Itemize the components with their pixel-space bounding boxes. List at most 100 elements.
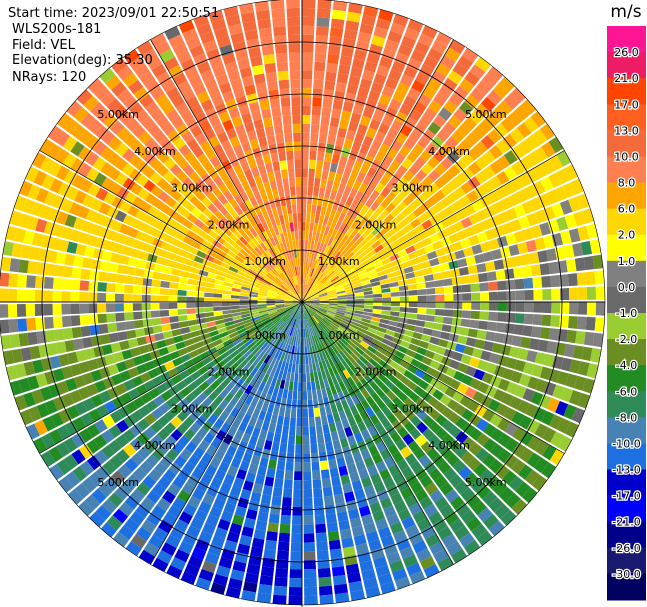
velocity-gate: [384, 351, 395, 360]
velocity-gate: [441, 374, 453, 386]
velocity-gate: [305, 319, 309, 329]
velocity-gate: [330, 385, 338, 395]
velocity-gate: [363, 290, 373, 295]
velocity-gate: [306, 248, 310, 258]
velocity-gate: [436, 128, 450, 142]
velocity-gate: [413, 385, 425, 397]
velocity-gate: [476, 208, 489, 221]
velocity-gate: [347, 435, 357, 446]
velocity-gate: [381, 338, 392, 346]
velocity-gate: [367, 327, 377, 335]
velocity-gate: [328, 303, 338, 306]
velocity-gate: [518, 139, 533, 155]
velocity-gate: [322, 424, 330, 434]
velocity-gate: [473, 463, 488, 478]
velocity-gate: [318, 307, 328, 312]
velocity-gate: [525, 403, 539, 418]
velocity-gate: [506, 302, 516, 312]
velocity-gate: [578, 302, 588, 315]
velocity-gate: [411, 79, 426, 93]
velocity-gate: [424, 274, 434, 282]
velocity-gate: [494, 186, 508, 200]
velocity-gate: [503, 166, 518, 181]
velocity-gate: [380, 383, 391, 395]
velocity-gate: [539, 327, 551, 340]
velocity-gate: [387, 346, 398, 355]
velocity-gate: [359, 410, 369, 421]
velocity-gate: [310, 213, 316, 223]
velocity-gate: [395, 380, 406, 391]
velocity-gate: [471, 244, 483, 255]
velocity-gate: [542, 444, 557, 461]
velocity-gate: [336, 309, 346, 314]
velocity-gate: [439, 197, 451, 209]
velocity-gate: [418, 362, 429, 373]
velocity-gate: [410, 415, 422, 427]
velocity-gate: [456, 229, 468, 241]
velocity-gate: [382, 135, 395, 147]
velocity-gate: [346, 500, 358, 511]
velocity-gate: [414, 41, 430, 55]
velocity-gate: [320, 331, 327, 341]
velocity-gate: [485, 331, 496, 342]
velocity-gate: [467, 176, 481, 190]
velocity-gate: [312, 97, 322, 107]
velocity-gate: [460, 451, 475, 465]
velocity-gate: [530, 391, 544, 406]
velocity-gate: [346, 239, 356, 249]
velocity-gate: [437, 460, 452, 475]
velocity-gate: [391, 184, 403, 196]
velocity-gate: [452, 459, 466, 473]
velocity-gate: [327, 357, 335, 367]
velocity-gate: [548, 137, 564, 154]
velocity-gate: [522, 227, 534, 241]
velocity-gate: [434, 316, 444, 324]
velocity-gate: [460, 275, 471, 285]
velocity-gate: [312, 315, 319, 324]
velocity-gate: [511, 144, 526, 160]
velocity-gate: [354, 371, 364, 381]
velocity-gate: [428, 511, 443, 525]
velocity-gate: [313, 325, 319, 335]
velocity-gate: [382, 302, 392, 306]
velocity-gate: [350, 352, 359, 362]
velocity-gate: [302, 16, 315, 26]
velocity-gate: [307, 276, 312, 286]
velocity-gate: [302, 79, 312, 89]
velocity-gate: [543, 353, 555, 368]
velocity-gate: [465, 255, 477, 266]
velocity-gate: [390, 492, 404, 505]
velocity-gate: [497, 211, 510, 224]
velocity-gate: [373, 215, 384, 226]
velocity-gate: [352, 349, 362, 359]
velocity-gate: [346, 268, 356, 275]
velocity-gate: [325, 312, 335, 318]
velocity-gate: [459, 327, 470, 336]
velocity-gate: [468, 442, 483, 456]
velocity-gate: [329, 162, 338, 173]
velocity-gate: [318, 274, 326, 282]
velocity-gate: [372, 510, 385, 522]
velocity-gate: [424, 482, 439, 496]
velocity-gate: [347, 386, 356, 397]
velocity-gate: [522, 388, 535, 402]
velocity-gate: [307, 240, 312, 250]
velocity-gate: [318, 397, 325, 408]
velocity-gate: [352, 245, 362, 254]
velocity-gate: [308, 231, 313, 241]
velocity-gate: [434, 440, 447, 454]
velocity-gate: [551, 288, 561, 301]
velocity-gate: [338, 222, 346, 233]
velocity-gate: [374, 377, 384, 388]
velocity-gate: [460, 487, 475, 502]
velocity-gate: [517, 348, 529, 361]
velocity-gate: [439, 394, 452, 406]
velocity-gate: [464, 225, 477, 237]
velocity-gate: [415, 182, 427, 194]
velocity-gate: [488, 291, 499, 301]
velocity-gate: [419, 149, 433, 162]
velocity-gate: [524, 289, 534, 301]
velocity-gate: [402, 194, 414, 206]
velocity-gate: [328, 300, 338, 302]
velocity-gate: [405, 212, 417, 223]
